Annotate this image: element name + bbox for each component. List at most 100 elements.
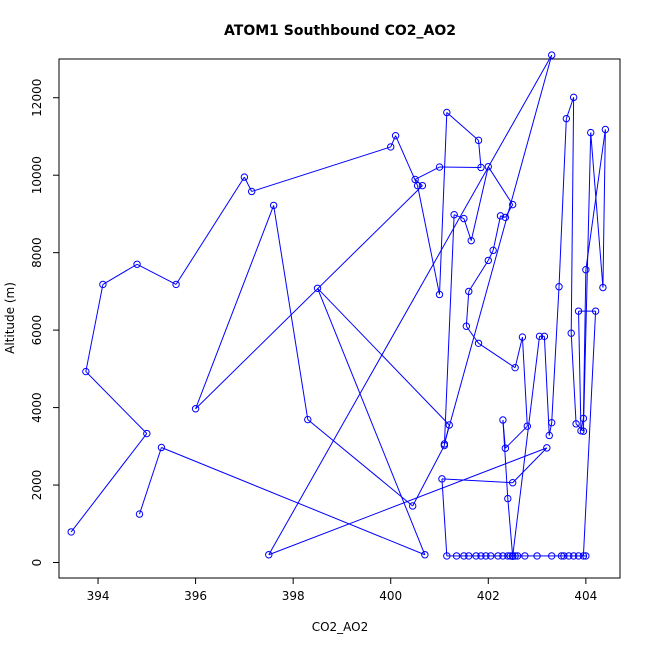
data-point xyxy=(477,552,485,560)
data-point xyxy=(555,283,563,291)
series-segment xyxy=(161,447,426,556)
data-point xyxy=(521,552,529,560)
series-segment xyxy=(602,129,606,288)
series-segment xyxy=(478,140,482,168)
data-point xyxy=(465,287,473,296)
data-point xyxy=(496,212,505,220)
data-point xyxy=(535,332,544,341)
x-tick-label: 398 xyxy=(282,589,305,603)
y-axis: 0 2000 4000 6000 8000 10000 12000 xyxy=(30,79,59,566)
data-point xyxy=(582,265,590,274)
data-point xyxy=(172,280,180,289)
data-point xyxy=(506,552,514,560)
data-point xyxy=(452,552,461,560)
series-segment xyxy=(443,214,455,446)
data-point xyxy=(99,280,107,289)
series-segment xyxy=(102,263,138,285)
series-segment xyxy=(558,118,567,287)
data-point xyxy=(157,443,166,452)
series-segment xyxy=(414,166,440,180)
series-segment xyxy=(582,132,592,432)
data-point xyxy=(443,552,451,560)
series-segment xyxy=(453,214,465,220)
data-point xyxy=(445,421,453,429)
y-tick-label: 12000 xyxy=(30,79,44,117)
data-point xyxy=(572,420,580,428)
data-point xyxy=(601,125,610,134)
series-segment xyxy=(195,185,423,410)
data-point xyxy=(540,332,549,341)
series-segment xyxy=(570,97,575,334)
chart-title: ATOM1 Southbound CO2_AO2 xyxy=(224,23,456,39)
series-segment xyxy=(390,135,397,148)
data-point xyxy=(460,214,468,223)
data-point xyxy=(579,427,588,435)
series-lines xyxy=(70,54,606,557)
data-point xyxy=(511,552,519,560)
data-point xyxy=(579,414,588,423)
series-segment xyxy=(505,425,528,449)
series-segment xyxy=(175,176,245,285)
series-segment xyxy=(551,286,560,423)
y-tick-label: 10000 xyxy=(30,156,44,194)
series-segment xyxy=(412,445,445,507)
series-segment xyxy=(307,419,413,507)
series-segment xyxy=(463,218,472,241)
data-point xyxy=(411,175,419,184)
y-axis-title: Altitude (m) xyxy=(3,282,17,354)
data-point xyxy=(574,307,583,315)
x-tick-label: 400 xyxy=(379,589,402,603)
data-point xyxy=(387,143,395,151)
series-segment xyxy=(195,205,275,409)
series-segment xyxy=(441,478,448,556)
data-point xyxy=(565,552,573,560)
data-point xyxy=(418,181,427,190)
series-segment xyxy=(582,311,597,556)
x-tick-label: 404 xyxy=(574,589,597,603)
series-segment xyxy=(243,176,253,192)
data-point xyxy=(543,444,551,452)
data-point xyxy=(413,181,422,190)
data-point xyxy=(518,333,527,341)
data-point xyxy=(508,200,517,209)
series-segment xyxy=(548,422,553,436)
series-segment xyxy=(512,447,548,484)
series-segment xyxy=(317,288,426,555)
series-segment xyxy=(521,337,528,427)
x-axis: 394 396 398 400 402 404 xyxy=(87,578,597,603)
series-segment xyxy=(507,498,514,557)
data-point xyxy=(582,552,590,560)
data-point xyxy=(462,322,471,330)
data-point xyxy=(450,211,458,219)
data-point xyxy=(487,552,495,560)
series-segment xyxy=(251,146,391,192)
series-segment xyxy=(500,215,506,218)
data-point xyxy=(504,552,512,560)
data-point xyxy=(574,552,583,560)
data-point xyxy=(508,552,517,560)
series-segment xyxy=(446,112,479,141)
series-segment xyxy=(512,336,541,557)
y-tick-label: 8000 xyxy=(30,237,44,268)
series-segment xyxy=(492,215,501,251)
data-point xyxy=(435,163,444,171)
data-point xyxy=(579,552,588,560)
series-segment xyxy=(582,269,587,419)
data-point xyxy=(247,187,256,196)
series-segment xyxy=(268,447,548,556)
series-segment xyxy=(468,260,489,292)
data-point xyxy=(265,551,273,559)
data-point xyxy=(460,552,468,560)
data-point xyxy=(484,256,492,265)
data-point xyxy=(545,431,553,440)
series-segment xyxy=(502,419,509,499)
data-point xyxy=(408,502,417,510)
data-point xyxy=(504,494,512,503)
data-point xyxy=(569,552,578,560)
data-point xyxy=(82,367,90,376)
data-point xyxy=(548,418,556,427)
data-point xyxy=(391,131,400,140)
data-point xyxy=(599,283,607,292)
data-point xyxy=(135,510,144,518)
